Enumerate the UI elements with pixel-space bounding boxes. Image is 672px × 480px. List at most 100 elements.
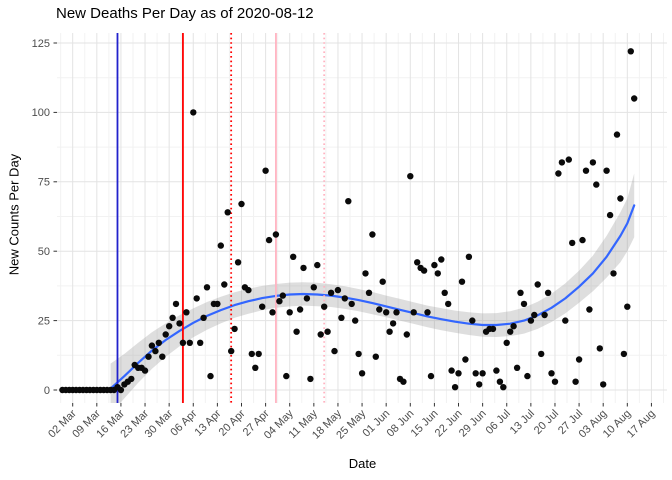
data-point <box>603 167 610 174</box>
data-point <box>303 295 311 302</box>
data-point <box>252 364 259 371</box>
data-point <box>414 259 421 266</box>
data-point <box>548 370 555 377</box>
data-point <box>272 231 280 238</box>
data-point <box>448 367 455 374</box>
data-point <box>596 345 603 352</box>
data-point <box>183 309 190 316</box>
data-point <box>624 303 631 310</box>
data-point <box>524 372 531 380</box>
data-point <box>331 347 338 355</box>
data-point <box>321 303 328 310</box>
data-point <box>458 278 466 285</box>
data-point <box>562 317 569 324</box>
data-point <box>438 256 445 263</box>
data-point <box>269 309 276 316</box>
data-point <box>238 200 245 208</box>
y-tick-label: 100 <box>32 107 50 119</box>
data-point <box>379 278 386 285</box>
y-tick-label: 75 <box>38 177 50 189</box>
data-point <box>169 314 176 321</box>
data-point <box>489 325 497 333</box>
data-point <box>155 339 162 346</box>
data-point <box>500 384 507 391</box>
data-point <box>372 353 379 360</box>
data-point <box>507 328 514 335</box>
data-point <box>510 323 517 330</box>
data-point <box>541 311 548 319</box>
data-point <box>248 350 255 358</box>
data-point <box>551 378 559 385</box>
data-point <box>534 281 541 288</box>
data-point <box>455 370 462 377</box>
data-point <box>224 209 231 216</box>
data-point <box>334 286 342 294</box>
data-point <box>520 300 528 308</box>
data-point <box>410 309 417 316</box>
data-point <box>517 289 524 296</box>
data-point <box>434 270 441 277</box>
axis-ticks <box>53 42 652 407</box>
data-point <box>462 356 469 363</box>
data-point <box>389 320 397 327</box>
data-point <box>479 370 486 377</box>
data-point <box>572 378 579 385</box>
data-point <box>214 300 221 308</box>
data-point <box>352 317 359 324</box>
data-point <box>469 317 476 324</box>
y-tick-label: 0 <box>44 385 50 397</box>
data-point <box>565 156 572 163</box>
data-point <box>221 281 228 288</box>
data-point <box>365 289 373 296</box>
data-point <box>190 109 197 116</box>
data-point <box>117 386 125 394</box>
data-point <box>569 239 576 247</box>
x-tick-label: 13 Jul <box>508 408 537 437</box>
data-point <box>193 295 200 302</box>
data-point <box>513 364 521 371</box>
data-point <box>496 378 504 385</box>
y-tick-label: 25 <box>38 315 50 327</box>
data-point <box>451 384 459 391</box>
data-point <box>234 259 242 266</box>
data-point <box>476 381 483 388</box>
data-point <box>338 314 345 321</box>
data-point <box>538 350 545 358</box>
data-point <box>610 270 617 277</box>
data-point <box>593 181 600 188</box>
data-point <box>197 339 204 346</box>
data-point <box>128 375 135 383</box>
data-point <box>245 286 252 294</box>
data-point <box>355 350 362 358</box>
x-tick-label: 29 Jun <box>457 408 489 440</box>
data-point <box>445 300 452 308</box>
data-point <box>141 367 149 374</box>
data-point <box>386 328 393 335</box>
data-point <box>166 323 173 330</box>
data-point <box>441 289 448 296</box>
data-point <box>544 289 552 296</box>
data-point <box>324 328 331 335</box>
data-point <box>307 375 314 383</box>
data-point <box>293 328 300 335</box>
data-point <box>179 339 187 346</box>
x-axis-title: Date <box>348 456 377 471</box>
gridlines <box>57 33 667 403</box>
x-tick-label: 06 Jul <box>484 408 513 437</box>
data-point <box>317 331 324 338</box>
data-point <box>327 289 335 296</box>
data-point <box>148 342 156 349</box>
data-point <box>259 303 266 310</box>
data-point <box>348 300 355 308</box>
data-point <box>579 236 586 244</box>
data-point <box>231 325 238 333</box>
data-point <box>400 378 407 385</box>
smooth-line <box>109 204 636 390</box>
data-point <box>186 339 193 346</box>
data-point <box>207 372 214 380</box>
data-point <box>376 306 383 313</box>
data-point <box>145 353 152 360</box>
data-point <box>358 370 366 377</box>
x-tick-label: 30 Mar <box>143 407 176 440</box>
data-point <box>296 306 304 313</box>
